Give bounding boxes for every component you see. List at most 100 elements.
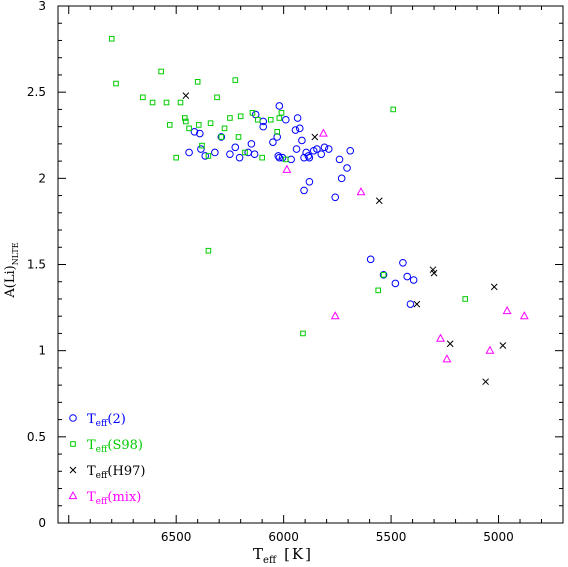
point-circle	[281, 115, 290, 124]
point-square	[227, 115, 233, 121]
y-tick-label: 0.5	[27, 430, 46, 444]
x-axis-title-unit: [K]	[284, 545, 313, 563]
point-square	[259, 154, 265, 161]
point-circle	[366, 255, 375, 264]
point-circle	[335, 155, 344, 164]
axis-ticks	[58, 5, 563, 524]
point-circle	[185, 148, 193, 157]
point-square	[249, 110, 256, 116]
point-square	[375, 287, 381, 294]
point-circle	[217, 133, 226, 141]
y-tick-label: 2	[38, 171, 46, 185]
legend-label-sub: eff	[96, 419, 108, 429]
legend: Teff(2)Teff(S98)Teff(H97)Teff(mix)	[68, 412, 145, 507]
legend-label-sub: eff	[96, 471, 108, 481]
point-circle	[399, 258, 407, 267]
x-axis-title-sub: eff	[263, 555, 277, 566]
series-cross	[182, 92, 507, 386]
point-triangle	[318, 128, 328, 137]
point-triangle	[519, 311, 529, 320]
x-axis-title: Teff [K]	[253, 545, 313, 566]
point-circle	[196, 129, 204, 138]
point-square	[255, 116, 261, 123]
point-square	[237, 113, 244, 120]
x-tick-label: 5500	[376, 530, 407, 544]
series-square	[108, 35, 469, 337]
point-circle	[300, 153, 308, 162]
series-triangle	[282, 128, 529, 363]
point-square	[166, 122, 173, 128]
point-triangle	[356, 187, 366, 196]
legend-label-main: T	[87, 464, 96, 479]
point-triangle	[282, 164, 292, 173]
point-square	[195, 122, 202, 128]
legend-label-main: T	[87, 438, 96, 453]
point-cross	[430, 269, 438, 277]
point-square	[199, 142, 205, 149]
point-triangle	[502, 305, 512, 315]
point-square	[218, 134, 225, 140]
y-axis-title-sub: NLTE	[11, 242, 20, 265]
legend-label-sub: eff	[96, 497, 108, 507]
point-circle	[190, 128, 199, 136]
point-cross	[490, 283, 498, 291]
point-circle	[250, 150, 259, 159]
point-square	[267, 116, 274, 123]
point-circle	[235, 153, 244, 162]
point-circle	[320, 143, 329, 152]
point-square	[242, 149, 248, 156]
y-tick-label: 2.5	[27, 85, 46, 99]
point-circle	[406, 300, 415, 308]
point-square	[282, 156, 289, 163]
point-circle	[293, 114, 302, 122]
point-circle	[259, 122, 268, 131]
legend-label-sub: eff	[96, 445, 108, 455]
y-tick-label: 0	[38, 516, 46, 530]
legend-label-suffix: (2)	[107, 412, 125, 427]
point-circle	[226, 150, 234, 159]
legend-marker-cross	[69, 466, 77, 474]
point-cross	[499, 342, 507, 349]
y-tick-label: 3	[38, 0, 46, 13]
point-square	[173, 154, 179, 161]
point-circle	[274, 152, 283, 160]
point-square	[205, 153, 212, 159]
point-cross	[182, 92, 190, 99]
legend-label: Teff(mix)	[87, 490, 141, 507]
legend-marker-triangle	[68, 490, 78, 500]
point-triangle	[330, 311, 340, 320]
y-tick-label: 1.5	[27, 258, 46, 272]
point-square	[140, 94, 146, 101]
data-points	[108, 35, 529, 386]
legend-label-main: T	[87, 412, 96, 427]
legend-label: Teff(S98)	[87, 438, 143, 455]
x-tick-label: 6000	[268, 530, 299, 544]
point-triangle	[436, 333, 445, 342]
y-tick-label: 1	[38, 344, 46, 358]
point-cross	[375, 197, 383, 205]
y-axis-title-main: A(Li)	[3, 265, 18, 298]
point-circle	[324, 145, 333, 153]
point-triangle	[442, 354, 452, 363]
point-circle	[275, 153, 284, 162]
point-circle	[331, 193, 340, 202]
point-square	[108, 35, 115, 42]
x-tick-label: 5000	[483, 530, 514, 544]
point-square	[149, 99, 156, 106]
point-circle	[305, 153, 314, 162]
legend-label: Teff(H97)	[87, 464, 145, 481]
point-circle	[304, 152, 313, 160]
point-square	[207, 120, 214, 126]
point-square	[205, 247, 212, 254]
point-cross	[482, 378, 489, 386]
point-cross	[311, 133, 319, 141]
x-axis-title-main: T	[253, 545, 263, 563]
axis-tick-labels: 0 0.5 1 1.5 2 2.5 3 6500 6000 5500 5000	[27, 0, 514, 544]
point-square	[235, 134, 242, 140]
point-circle	[278, 153, 287, 162]
point-square	[158, 68, 164, 75]
point-circle	[197, 145, 205, 153]
point-circle	[313, 145, 321, 153]
point-circle	[346, 146, 355, 155]
point-square	[276, 115, 283, 121]
